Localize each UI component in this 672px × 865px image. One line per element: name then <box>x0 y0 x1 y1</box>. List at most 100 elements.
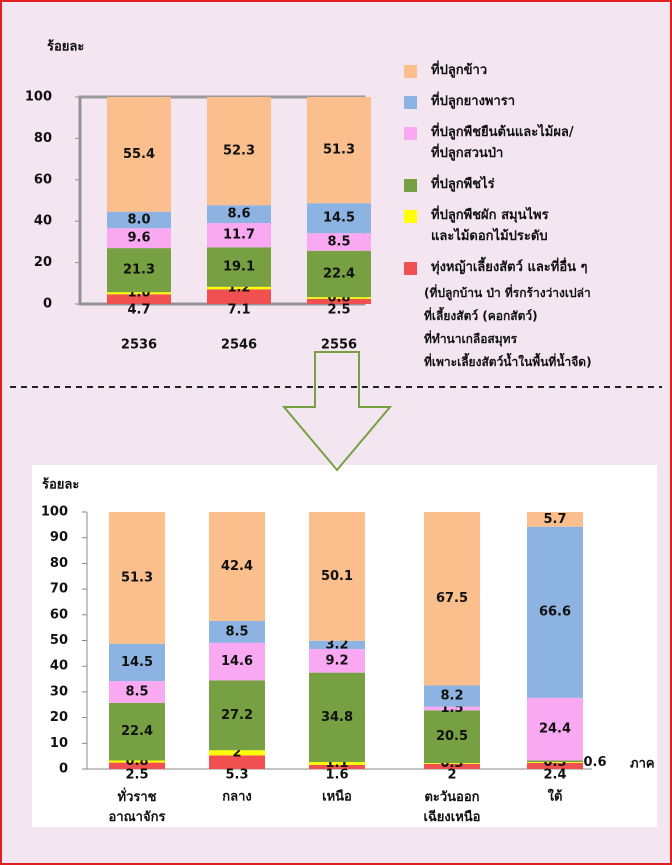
value-label: 1.6 <box>325 768 348 783</box>
bar-segment <box>307 233 371 251</box>
bar-segment <box>209 642 265 681</box>
bar-segment <box>527 762 583 769</box>
arrow <box>281 351 393 472</box>
bar-segment <box>527 760 583 763</box>
value-label: 21.3 <box>123 263 155 278</box>
value-label: 34.8 <box>321 710 353 725</box>
value-label: 8.0 <box>127 212 150 227</box>
legend-label: ที่ปลูกพืชไร่ <box>431 177 495 192</box>
value-label: 8.5 <box>225 624 248 639</box>
y-tick-label: 10 <box>50 736 68 751</box>
legend: ที่ปลูกข้าวที่ปลูกยางพาราที่ปลูกพืชยืนต้… <box>404 62 664 374</box>
value-label: 3.2 <box>325 637 348 652</box>
bar-segment <box>424 512 480 686</box>
bar-segment <box>307 97 371 204</box>
legend-swatch <box>404 127 417 140</box>
bar-segment <box>309 762 365 765</box>
value-label: 2.5 <box>327 303 350 318</box>
x-tick-label: กลาง <box>222 790 252 805</box>
bar-segment <box>209 680 265 751</box>
y-tick-label: 100 <box>25 90 52 105</box>
value-label: 8.5 <box>125 685 148 700</box>
y-axis-label: ร้อยละ <box>42 477 79 493</box>
bar-segment <box>424 706 480 711</box>
value-label: 22.4 <box>121 724 153 739</box>
value-label: 4.7 <box>127 303 150 318</box>
value-label: 20.5 <box>436 729 468 744</box>
bar-segment <box>207 223 271 248</box>
value-label: 24.4 <box>539 722 571 737</box>
value-label: 66.6 <box>539 605 571 620</box>
legend-swatch <box>404 65 417 78</box>
bar-segment <box>209 620 265 643</box>
bar-segment <box>307 297 371 299</box>
value-label: 11.7 <box>223 228 255 243</box>
value-label: 51.3 <box>121 570 153 585</box>
legend-swatch <box>404 210 417 223</box>
bar-segment <box>309 764 365 769</box>
bar-segment <box>307 298 371 304</box>
value-label: 0.6 <box>583 755 606 770</box>
bar-segment <box>309 512 365 641</box>
bar-segment <box>209 755 265 769</box>
bar-segment <box>309 672 365 763</box>
bar-segment <box>207 97 271 206</box>
x-tick-label: เหนือ <box>322 789 352 805</box>
bar-segment <box>527 762 583 763</box>
bar-segment <box>107 228 171 249</box>
bar-segment <box>109 760 165 763</box>
value-label: 2 <box>232 745 241 760</box>
bar-segment <box>107 97 171 212</box>
value-label: 2 <box>447 768 456 783</box>
y-tick-label: 40 <box>50 659 68 674</box>
bar-segment <box>209 750 265 756</box>
bar-segment <box>309 648 365 673</box>
legend-label: ที่ปลูกข้าว <box>431 63 488 78</box>
x-axis-label: ภาค <box>630 757 655 772</box>
bar-segment <box>109 702 165 761</box>
value-label: 5.7 <box>543 512 566 527</box>
x-tick-label: 2536 <box>121 338 157 353</box>
legend-swatch <box>404 96 417 109</box>
y-tick-label: 80 <box>34 131 52 146</box>
y-tick-label: 60 <box>34 172 52 187</box>
bar-segment <box>307 250 371 298</box>
value-label: 2.5 <box>125 768 148 783</box>
legend-label: ที่ปลูกพืชยืนต้นและไม้ผล/ ที่ปลูกสวนป่า <box>431 125 574 161</box>
legend-swatch <box>404 262 417 275</box>
value-label: 8.2 <box>440 689 463 704</box>
bar-segment <box>109 512 165 644</box>
value-label: 19.1 <box>223 260 255 275</box>
bar-segment <box>107 211 171 229</box>
y-tick-label: 0 <box>59 762 68 777</box>
legend-note: ที่เพาะเลี้ยงสัตว์น้ำในพื้นที่น้ำจืด) <box>424 355 592 369</box>
bar-segment <box>109 681 165 703</box>
bar-segment <box>207 205 271 224</box>
legend-item: ที่ปลูกพืชยืนต้นและไม้ผล/ ที่ปลูกสวนป่า <box>404 124 664 164</box>
value-label: 22.4 <box>323 266 355 281</box>
legend-item: ที่ปลูกพืชผัก สมุนไพร และไม้ดอกไม้ประดับ <box>404 207 664 247</box>
value-label: 8.5 <box>327 235 350 250</box>
legend-item: ทุ่งหญ้าเลี้ยงสัตว์ และที่อื่น ๆ <box>404 259 664 278</box>
x-tick-label: 2546 <box>221 338 257 353</box>
y-tick-label: 30 <box>50 684 68 699</box>
x-tick-label: ตะวันออกเฉียงเหนือ <box>424 790 481 825</box>
y-axis-label: ร้อยละ <box>47 39 84 55</box>
value-label: 50.1 <box>321 569 353 584</box>
x-tick-label: ทั่วราชอาณาจักร <box>109 787 166 825</box>
legend-item: ที่ปลูกยางพารา <box>404 93 664 112</box>
bar-segment <box>424 710 480 764</box>
x-tick-label: 2556 <box>321 338 357 353</box>
bar-segment <box>527 526 583 698</box>
bar-segment <box>107 248 171 293</box>
legend-item: ที่ปลูกพืชไร่ <box>404 176 664 195</box>
y-tick-label: 50 <box>50 633 68 648</box>
bar-segment <box>424 685 480 707</box>
value-label: 14.5 <box>323 211 355 226</box>
value-label: 8.6 <box>227 207 250 222</box>
value-label: 9.6 <box>127 231 150 246</box>
y-tick-label: 70 <box>50 582 68 597</box>
y-tick-label: 20 <box>34 255 52 270</box>
